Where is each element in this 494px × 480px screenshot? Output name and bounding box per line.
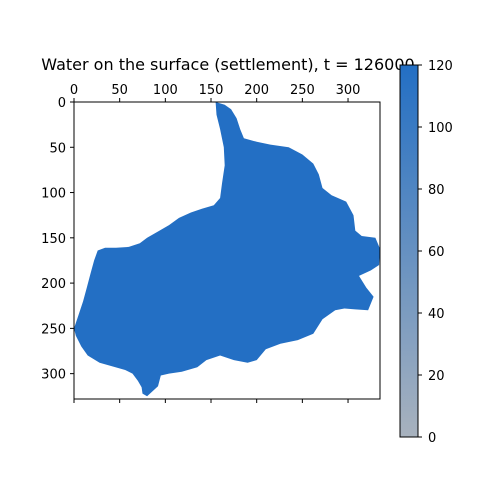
y-tick-label: 50 <box>49 141 66 156</box>
colorbar-tick-label: 20 <box>428 369 445 384</box>
x-tick-label: 300 <box>336 83 361 98</box>
colorbar-tick-label: 60 <box>428 245 445 260</box>
colorbar-tick-label: 80 <box>428 183 445 198</box>
colorbar-gradient <box>400 65 418 437</box>
y-tick-label: 100 <box>41 187 66 202</box>
colorbar-ticks: 0 20 40 60 80 100 120 <box>418 59 453 446</box>
y-tick-label: 300 <box>41 368 66 383</box>
y-tick-label: 250 <box>41 322 66 337</box>
x-tick-label: 250 <box>290 83 315 98</box>
colorbar-tick-label: 120 <box>428 59 453 74</box>
colorbar-tick-label: 40 <box>428 307 445 322</box>
colorbar-tick-label: 0 <box>428 431 436 446</box>
water-region <box>74 102 380 396</box>
plot-area: 0 50 100 150 200 250 300 0 50 100 150 200 250 300 <box>41 83 380 403</box>
colorbar: 0 20 40 60 80 100 120 <box>400 59 453 446</box>
x-tick-label: 100 <box>153 83 178 98</box>
chart-title: Water on the surface (settlement), t = 1… <box>41 55 414 74</box>
x-tick-label: 0 <box>70 83 78 98</box>
colorbar-tick-label: 100 <box>428 121 453 136</box>
y-tick-label: 150 <box>41 232 66 247</box>
x-tick-label: 150 <box>199 83 224 98</box>
y-axis: 0 50 100 150 200 250 300 <box>41 96 74 383</box>
x-tick-label: 50 <box>111 83 128 98</box>
y-tick-label: 0 <box>58 96 66 111</box>
x-tick-label: 200 <box>244 83 269 98</box>
y-tick-label: 200 <box>41 277 66 292</box>
